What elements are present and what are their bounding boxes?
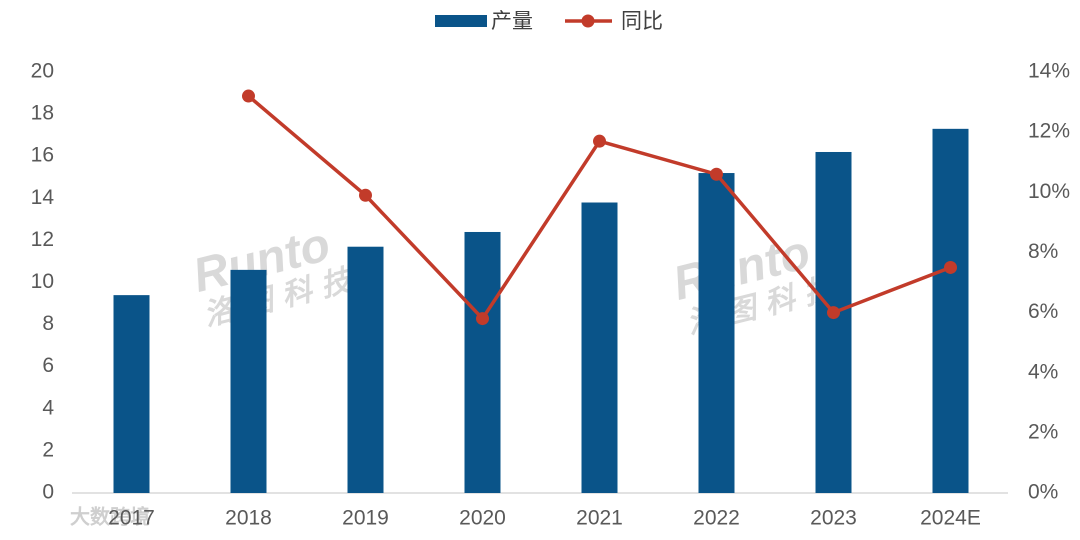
line-point — [710, 167, 723, 181]
y2-tick-label: 6% — [1028, 300, 1058, 323]
y-tick-label: 12 — [31, 228, 54, 251]
legend-swatch — [581, 14, 595, 28]
legend-label: 同比 — [621, 9, 663, 33]
y-tick-label: 6 — [42, 354, 54, 377]
line-point — [944, 260, 957, 274]
x-tick-label: 2019 — [342, 507, 389, 530]
x-tick-label: 2022 — [693, 507, 740, 530]
y-tick-label: 14 — [31, 186, 55, 209]
x-tick-label: 2018 — [225, 507, 272, 530]
line-point — [242, 89, 255, 103]
x-tick-label: 2023 — [810, 507, 857, 530]
y2-tick-label: 14% — [1028, 60, 1070, 83]
y-tick-label: 4 — [42, 396, 54, 419]
bar — [464, 231, 501, 494]
x-tick-label: 2017 — [108, 507, 155, 530]
line-point — [827, 306, 840, 320]
legend-label: 产量 — [491, 9, 533, 33]
y-tick-label: 20 — [31, 60, 54, 83]
y-tick-label: 18 — [31, 102, 54, 125]
y2-tick-label: 10% — [1028, 180, 1070, 203]
x-tick-label: 2020 — [459, 507, 506, 530]
x-tick-label: 2024E — [920, 507, 981, 530]
line-point — [359, 188, 372, 202]
bar — [347, 246, 384, 493]
y-tick-label: 2 — [42, 438, 54, 461]
y2-tick-label: 4% — [1028, 360, 1058, 383]
x-tick-label: 2021 — [576, 507, 623, 530]
y-tick-label: 8 — [42, 312, 54, 335]
bar — [581, 202, 618, 493]
y2-tick-label: 2% — [1028, 420, 1058, 443]
watermark: 大数跨境 — [70, 504, 150, 528]
y-tick-label: 16 — [31, 144, 54, 167]
y2-tick-label: 8% — [1028, 240, 1058, 263]
bar — [230, 269, 267, 493]
bar — [113, 295, 150, 493]
y-tick-label: 0 — [42, 481, 54, 504]
y2-tick-label: 0% — [1028, 481, 1058, 504]
bar — [932, 128, 969, 493]
legend: 产量 同比 — [435, 9, 663, 33]
line-point — [593, 134, 606, 148]
bar — [815, 151, 852, 494]
bar — [698, 173, 735, 494]
line-point — [476, 312, 489, 326]
y2-tick-label: 12% — [1028, 120, 1070, 143]
y-tick-label: 10 — [31, 270, 54, 293]
legend-swatch — [435, 15, 487, 27]
